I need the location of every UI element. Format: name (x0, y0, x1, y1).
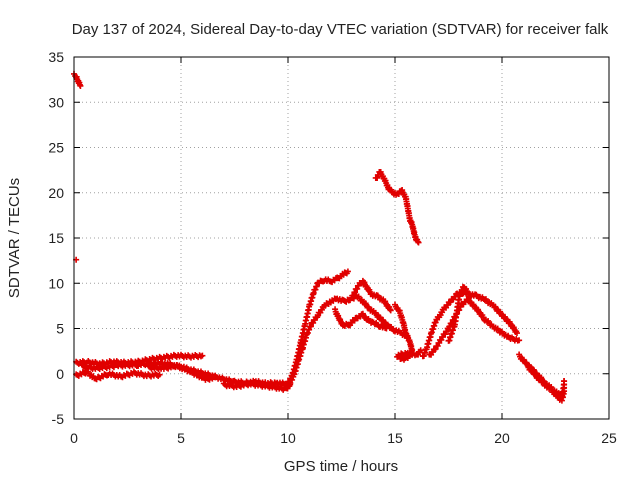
data-point (314, 303, 327, 319)
data-point (537, 377, 549, 389)
data-point (291, 357, 302, 378)
series-pass-o (426, 296, 523, 358)
x-tick-label: 0 (70, 430, 78, 446)
data-point (473, 304, 488, 323)
x-tick-label: 20 (494, 430, 510, 446)
data-point (92, 362, 119, 372)
data-point (321, 298, 333, 309)
y-tick-label: 35 (48, 49, 64, 65)
x-tick-labels: 0 5 10 15 20 25 (70, 430, 617, 446)
chart-title: Day 137 of 2024, Sidereal Day-to-day VTE… (72, 21, 609, 38)
data-point (212, 374, 219, 381)
series-pass-a (71, 70, 84, 89)
data-point (344, 268, 351, 275)
data-point (513, 330, 520, 337)
x-tick-label: 5 (177, 430, 185, 446)
data-point (299, 331, 310, 351)
data-point (524, 362, 537, 376)
data-point (490, 302, 505, 317)
data-point (415, 239, 422, 246)
data-point (304, 323, 314, 337)
data-points (71, 70, 568, 404)
data-point (302, 303, 313, 327)
plot-frame (73, 56, 610, 420)
x-axis-label: GPS time / hours (284, 458, 398, 475)
data-point (383, 325, 390, 332)
series-pass-k (349, 277, 394, 314)
data-point (439, 325, 451, 341)
series-pass-f (145, 362, 219, 383)
y-tick-labels: -5 0 5 10 15 20 25 30 35 (48, 49, 64, 427)
data-point (424, 330, 434, 351)
y-axis-label: SDTVAR / TECUs (6, 178, 23, 298)
data-point (203, 373, 217, 383)
data-point (359, 298, 372, 311)
x-tick-label: 15 (387, 430, 403, 446)
data-point (334, 270, 346, 282)
y-tick-label: 5 (56, 321, 64, 337)
series-pass-j (332, 306, 390, 332)
data-point (432, 336, 445, 353)
data-point (413, 348, 423, 358)
data-point (507, 320, 520, 335)
y-tick-label: 20 (48, 185, 64, 201)
x-tick-label: 25 (601, 430, 617, 446)
data-point (466, 293, 473, 300)
y-tick-label: -5 (52, 411, 65, 427)
y-tick-label: 30 (48, 94, 64, 110)
series-pass-p (445, 283, 473, 344)
series-pass-d (73, 368, 163, 383)
y-tick-label: 25 (48, 140, 64, 156)
data-point (451, 296, 462, 328)
data-point (531, 370, 543, 383)
data-point (285, 370, 297, 390)
data-point (385, 185, 396, 195)
data-point (396, 307, 407, 326)
data-point (77, 82, 84, 89)
data-point (148, 353, 166, 363)
data-point (113, 360, 140, 370)
data-point (516, 337, 523, 344)
data-point (199, 352, 206, 359)
data-point (374, 292, 387, 304)
data-point (499, 312, 513, 326)
y-tick-label: 0 (56, 366, 64, 382)
series-pass-q (516, 351, 568, 400)
data-point (460, 284, 470, 295)
data-point (413, 236, 421, 245)
data-point (308, 314, 321, 326)
data-point (295, 346, 306, 363)
series-pass-r (524, 362, 568, 404)
data-point (387, 307, 394, 314)
data-point (173, 362, 190, 373)
data-point (105, 370, 123, 380)
y-tick-label: 15 (48, 230, 64, 246)
data-point (340, 269, 350, 278)
series-pass-l (372, 168, 422, 246)
data-point (445, 323, 458, 344)
data-point (381, 298, 393, 313)
series-pass-m (392, 301, 424, 363)
x-tick-label: 10 (280, 430, 296, 446)
data-point (561, 377, 568, 384)
data-point (306, 291, 317, 308)
grid-lines (74, 57, 609, 419)
y-tick-label: 10 (48, 275, 64, 291)
data-point (156, 371, 163, 378)
